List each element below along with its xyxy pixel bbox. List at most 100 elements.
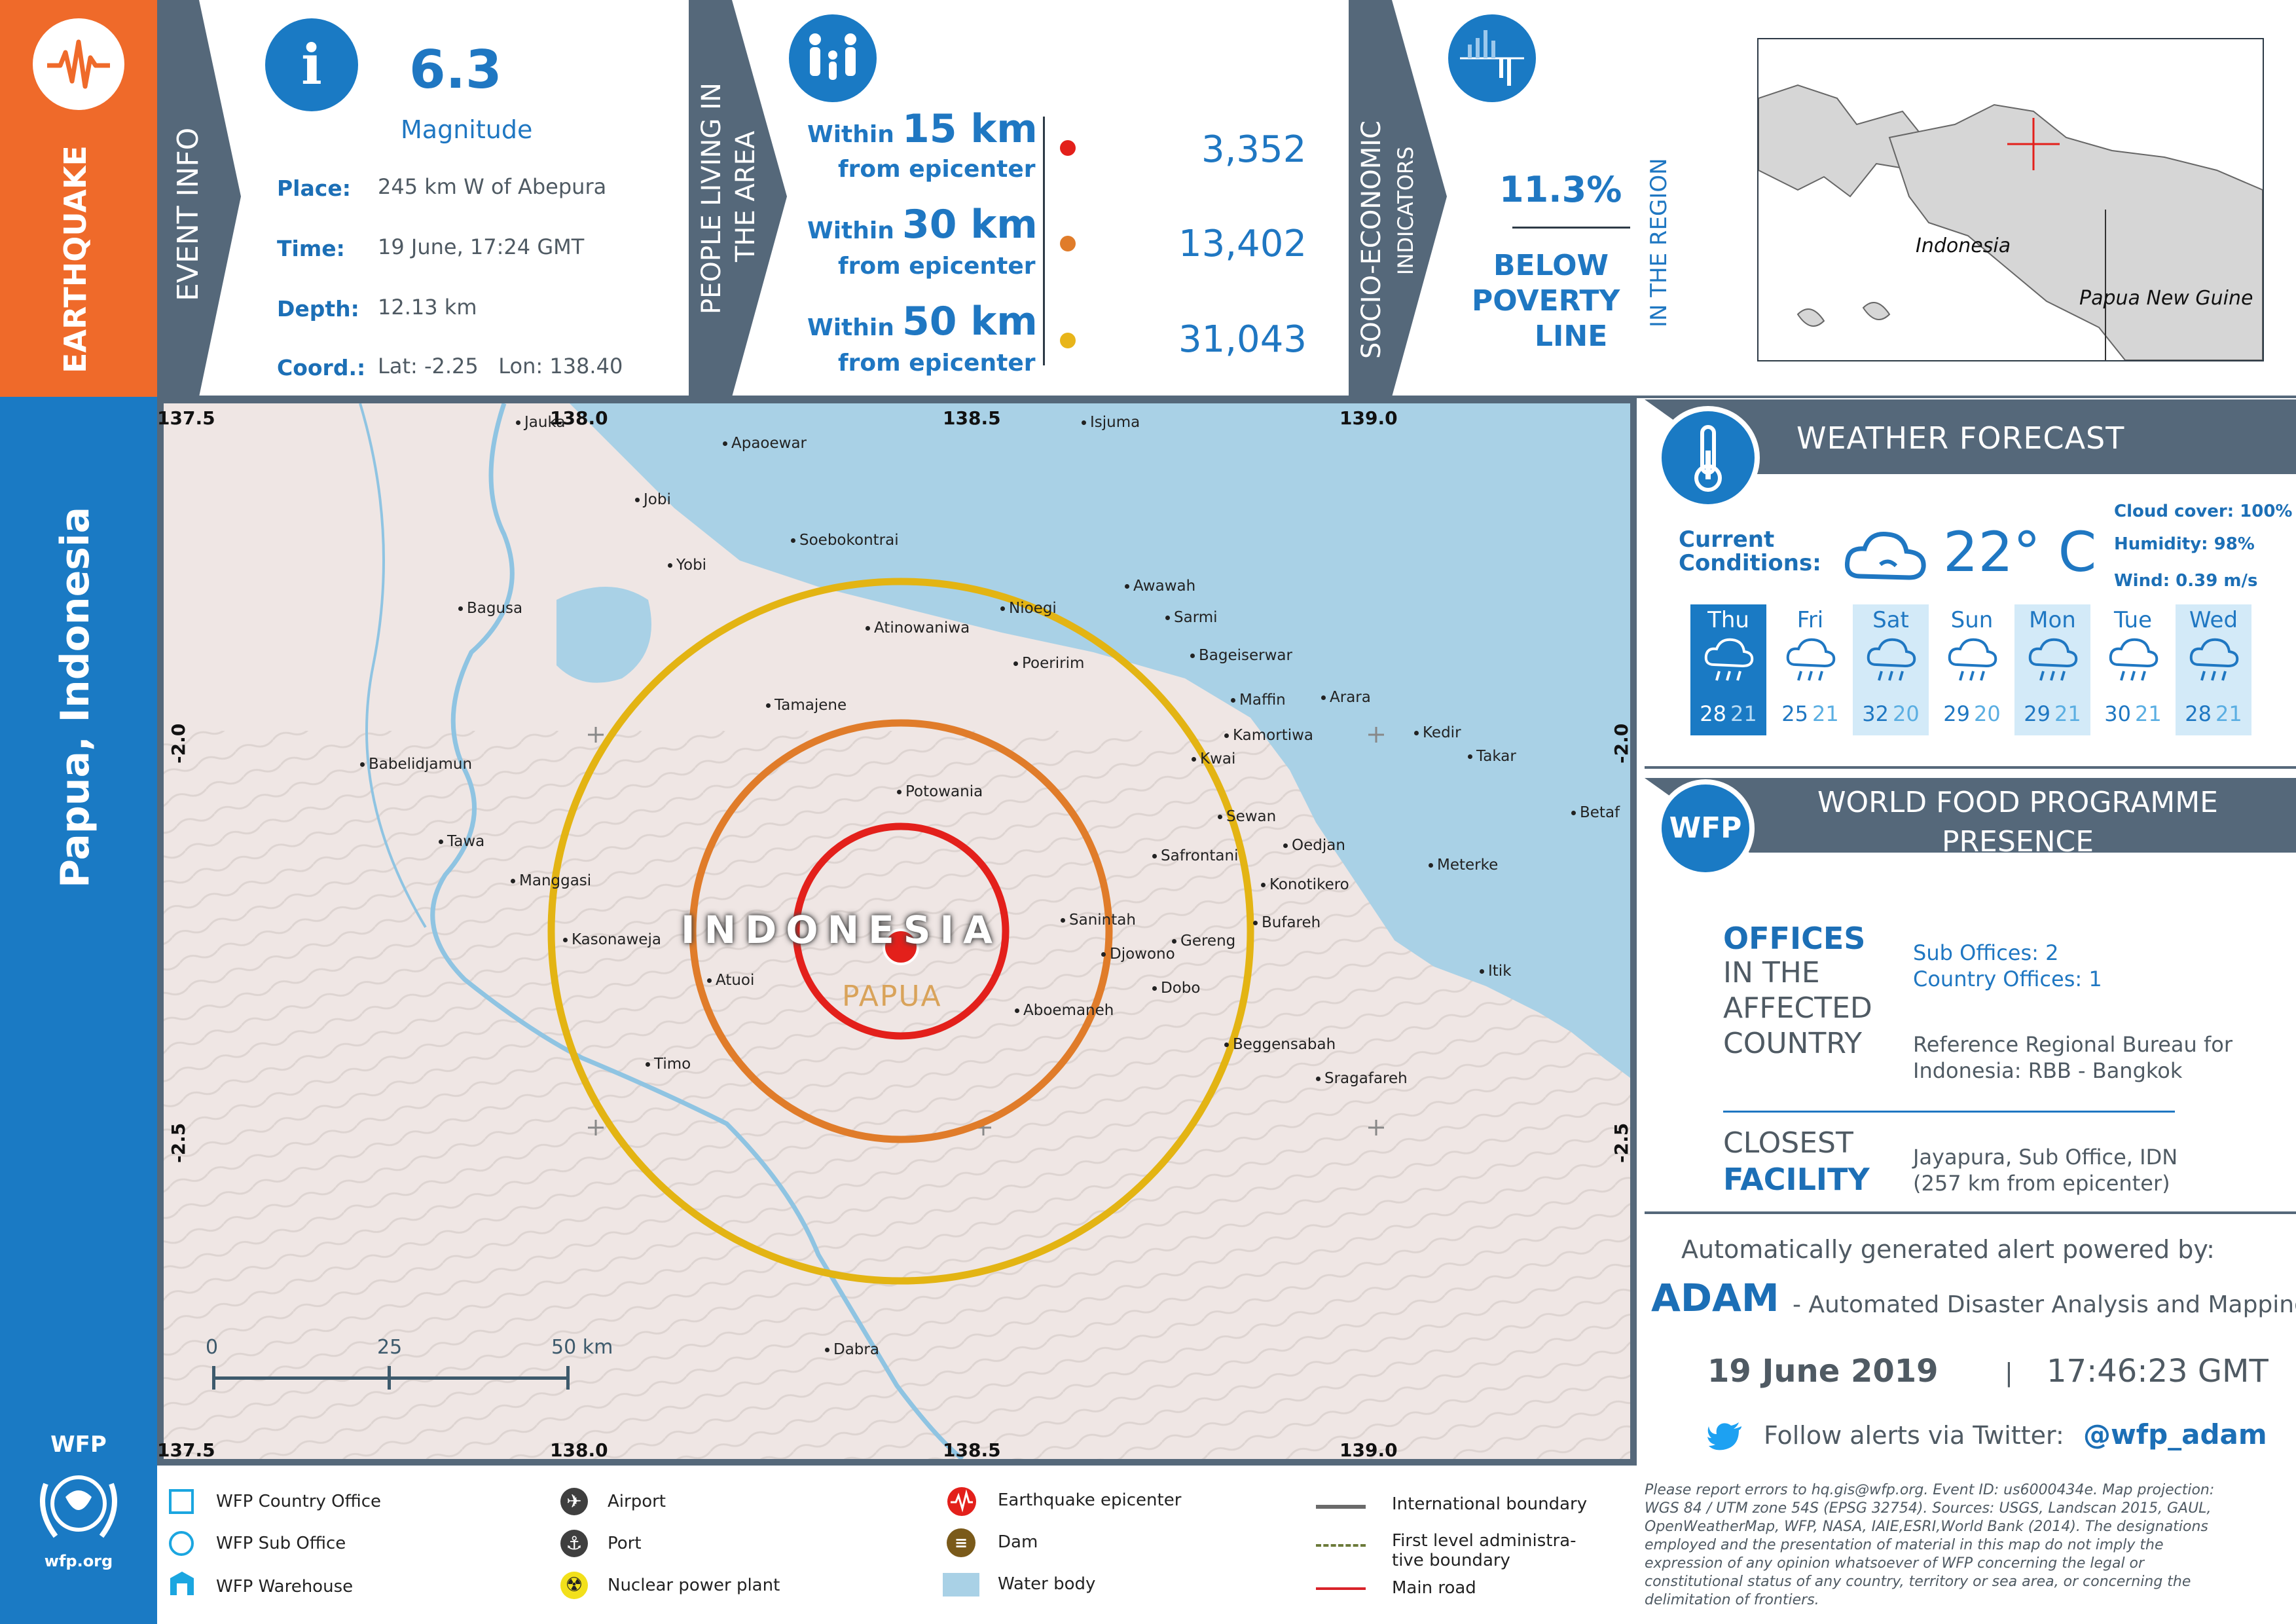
forecast-lo: 21 [2135,701,2162,726]
lon-label-bottom-1385: 138.5 [943,1439,1001,1461]
rbb-line-1: Reference Regional Bureau for [1913,1032,2232,1057]
offices-heading-3: AFFECTED [1723,991,1872,1025]
inset-label-indonesia: Indonesia [1916,234,2011,257]
sub-offices: Sub Offices: 2 [1913,940,2059,965]
panel-divider [1645,1211,2296,1214]
depth-label: Depth: [277,296,359,322]
people-km-15: 15 km [902,106,1038,152]
forecast-hi: 30 [2104,701,2131,726]
current-label-1: Current [1679,526,1775,553]
forecast-day-wed: Wed 28 21 [2176,604,2251,735]
offices-divider [1723,1111,2175,1113]
forecast-day-tue: Tue 30 21 [2095,604,2171,735]
place-maffin: Maffin [1231,692,1286,709]
current-label-2: Conditions: [1679,550,1821,576]
place-potowania: Potowania [897,783,983,800]
place-kasonaweja: Kasonaweja [563,931,661,948]
closest-heading-1: CLOSEST [1723,1126,1853,1160]
place-safrontani: Safrontani [1152,847,1238,864]
legend-airport: Airport [608,1492,666,1511]
place-takar: Takar [1468,748,1516,765]
forecast-lo: 21 [1730,701,1757,726]
coord-value: Lat: -2.25 Lon: 138.40 [378,354,623,378]
forecast-day-thu: Thu 28 21 [1690,604,1766,735]
epicenter-icon [883,929,919,965]
wfp-logo-text: WFP [50,1431,107,1458]
poverty-percent: 11.3% [1499,169,1622,210]
people-dot-15 [1060,140,1076,156]
poverty-divider [1512,227,1630,229]
forecast-day-mon: Mon 29 21 [2014,604,2090,735]
facility-line-2: (257 km from epicenter) [1913,1171,2170,1196]
legend-epicenter: Earthquake epicenter [998,1490,1182,1510]
forecast-day-name: Fri [1796,607,1824,633]
place-beggensabah: Beggensabah [1224,1036,1336,1053]
legend-nuclear: Nuclear power plant [608,1576,780,1595]
twitter-handle[interactable]: @wfp_adam [2083,1418,2267,1450]
place-kwai: Kwai [1192,750,1235,767]
bar-indicator-icon [1448,14,1536,102]
place-manggasi: Manggasi [511,872,591,889]
legend-sub-office: WFP Sub Office [216,1534,346,1553]
anchor-icon: ⚓ [560,1530,588,1557]
earthquake-icon [33,18,124,110]
lon-label-bottom-1375: 137.5 [157,1439,215,1461]
place-label: Place: [277,175,351,201]
place-sarmi: Sarmi [1165,609,1218,626]
people-from-50: from epicenter [838,350,1036,377]
place-kamortiwa: Kamortiwa [1224,727,1313,744]
poverty-line-3: LINE [1535,320,1608,353]
alert-time: 17:46:23 GMT [2047,1353,2269,1390]
time-value: 19 June, 17:24 GMT [378,234,585,259]
disclaimer-line: expression of any opinion whatsoever of … [1645,1555,2145,1572]
event-info-tab [157,0,241,397]
place-soebokontrai: Soebokontrai [791,532,899,549]
people-value-50: 31,043 [1178,318,1307,361]
adam-panel: Automatically generated alert powered by… [1645,1211,2296,1473]
rain-cloud-icon [2189,638,2239,681]
rbb-line-2: Indonesia: RBB - Bangkok [1913,1058,2183,1083]
scale-zero: 0 [206,1336,219,1359]
scale-end: 50 km [551,1336,613,1359]
twitter-icon[interactable] [1707,1422,1743,1451]
legend-warehouse-icon [170,1572,194,1595]
coord-label: Coord.: [277,355,366,380]
place-bufareh: Bufareh [1253,914,1321,931]
radius-30km-ring [689,719,1113,1143]
place-awawah: Awawah [1125,578,1195,595]
weather-panel: WEATHER FORECAST Current Conditions: 22°… [1645,399,2296,766]
forecast-lo: 21 [1812,701,1839,726]
lon-label-top-1380: 138.0 [550,407,608,429]
place-kedir: Kedir [1414,724,1461,741]
people-within-30: Within [807,217,894,244]
water-body-swatch [943,1573,979,1596]
lat-label-left-20: -2.0 [168,723,189,764]
disclaimer: Please report errors to hq.gis@wfp.org. … [1645,1481,2293,1610]
adam-name: ADAM [1651,1276,1779,1320]
socio-label-2: INDICATORS [1393,146,1418,275]
place-dobo: Dobo [1152,980,1200,997]
people-label-1: PEOPLE LIVING IN [697,83,727,314]
lon-label-top-1390: 139.0 [1339,407,1398,429]
facility-line-1: Jayapura, Sub Office, IDN [1913,1145,2178,1170]
radius-50km-ring [547,578,1254,1285]
cloud-icon [1844,531,1926,580]
legend-water: Water body [998,1574,1096,1594]
wfp-url: wfp.org [44,1552,113,1570]
country-offices: Country Offices: 1 [1913,967,2102,991]
poverty-region-note: IN THE REGION [1646,158,1672,327]
forecast-hi: 32 [1862,701,1889,726]
wind: Wind: 0.39 m/s [2114,571,2258,591]
follow-text: Follow alerts via Twitter: [1764,1421,2064,1450]
place-tawa: Tawa [439,833,484,850]
place-timo: Timo [646,1056,691,1073]
place-bagusa: Bagusa [458,600,522,617]
place-meterke: Meterke [1429,857,1498,874]
place-aboemaneh: Aboemaneh [1015,1002,1114,1019]
people-km-30: 30 km [902,202,1038,248]
forecast-day-name: Thu [1707,607,1749,633]
magnitude-value: 6.3 [409,39,502,100]
people-label-2: THE AREA [731,130,761,262]
radius-15km-ring [792,822,1010,1040]
people-within-15: Within [807,121,894,148]
